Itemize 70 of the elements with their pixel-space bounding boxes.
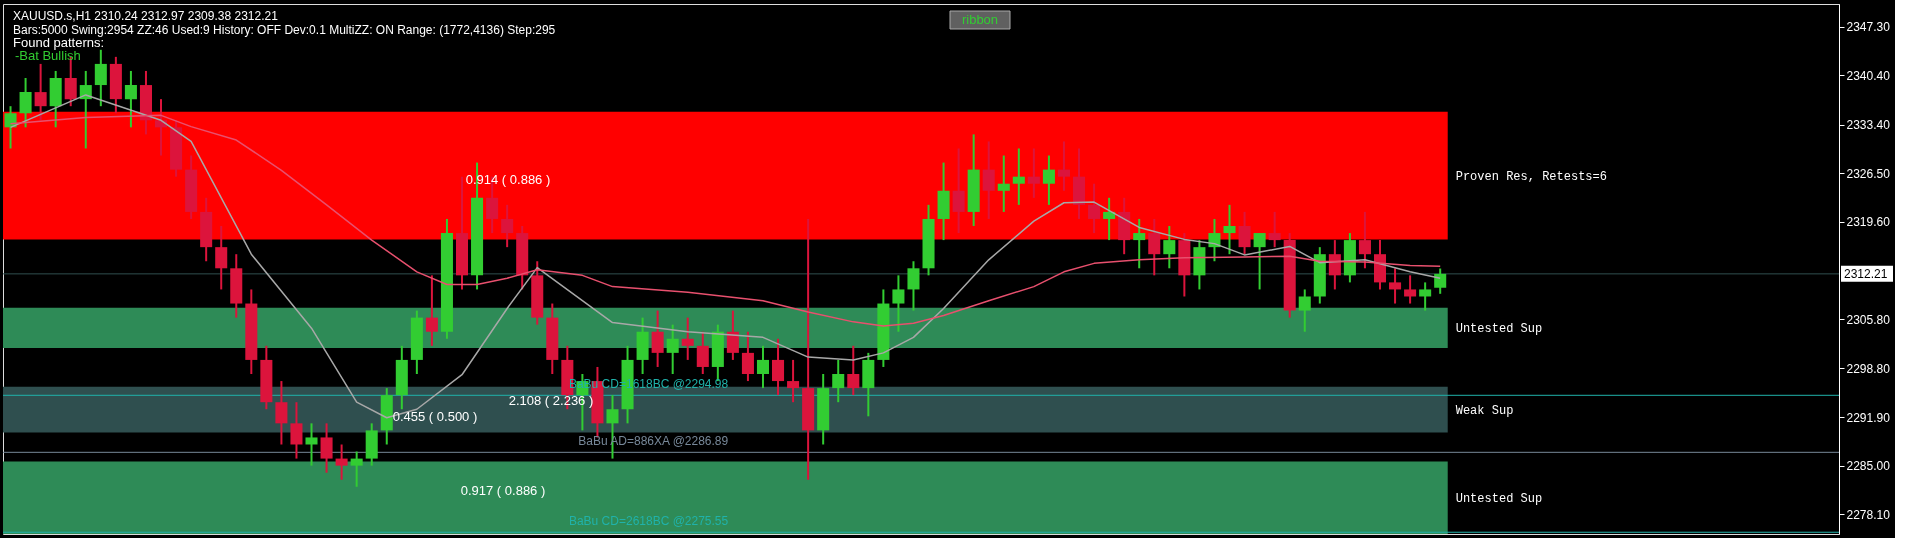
y-tick-label: 2298.80 [1846,361,1891,376]
band-label: Untested Sup [1455,491,1543,506]
band-label: Proven Res, Retests=6 [1455,169,1607,184]
candlestick [756,344,769,390]
y-tick-label: 2326.50 [1846,166,1891,181]
candlestick [1298,288,1311,333]
y-tick-label: 2291.90 [1846,410,1891,425]
candlestick [1027,147,1040,199]
ref-line-label: 2312.21 [1844,266,1888,281]
candlestick [952,147,965,235]
chart-title: XAUUSD.s,H1 2310.24 2312.97 2309.38 2312.21 [13,9,279,23]
candlestick [1133,217,1146,270]
band-label: Weak Sup [1455,403,1514,418]
annotation: 0.917 ( 0.886 ) [460,483,546,498]
candlestick [681,316,694,361]
candlestick [501,203,514,249]
candlestick [982,140,995,220]
ref-line-label: BaBu CD=2618BC @2275.55 [568,514,729,529]
y-tick-label: 2333.40 [1846,118,1891,133]
candlestick [1253,232,1266,291]
candlestick [1358,210,1371,270]
band-label: Untested Sup [1455,321,1543,336]
candlestick [726,309,739,361]
candlestick [1268,210,1281,249]
candlestick [305,422,318,467]
candlestick [275,380,288,446]
candlestick [787,358,800,404]
candlestick [1012,147,1025,206]
candlestick [215,225,228,291]
text: Bars:5000 Swing:2954 ZZ:46 Used:9 History: OFF Dev:0.1 MultiZZ: ON Range: (1772,4136) Step:295 [13,23,556,37]
candlestick [1404,274,1417,305]
candlestick [892,274,905,333]
candlestick [1042,154,1055,206]
y-tick-label: 2285.00 [1846,459,1891,474]
y-tick-label: 2347.30 [1846,20,1891,35]
y-tick-label: 2278.10 [1846,507,1891,522]
annotation: 0.455 ( 0.500 ) [392,409,478,424]
candlestick [1163,225,1176,270]
candlestick [1057,140,1070,192]
candlestick [907,260,920,312]
candlestick [1328,239,1341,291]
candlestick [1103,196,1116,242]
y-tick-label: 2340.40 [1846,68,1891,83]
candlestick [34,62,47,122]
candlestick [666,323,679,376]
candlestick [997,154,1010,213]
candlestick [651,309,664,368]
candlestick [19,77,32,129]
y-tick-label: 2319.60 [1846,215,1891,230]
candlestick [1434,267,1447,295]
candlestick [832,358,845,404]
candlestick [1148,217,1161,277]
candlestick [1389,267,1402,305]
annotation: ribbon [961,12,999,27]
candlestick [1238,210,1251,256]
y-tick-label: 2305.80 [1846,312,1891,327]
candlestick [741,330,754,383]
candlestick [425,274,438,347]
candlestick [94,48,107,108]
candlestick [290,401,303,460]
candlestick [124,69,137,129]
candlestick [847,344,860,397]
candlestick [320,422,333,474]
candlestick [1088,182,1101,235]
candlestick [1419,281,1432,312]
annotation: -Bat Bullish [15,48,81,63]
candlestick [772,337,785,397]
candlestick [350,450,363,488]
candlestick [1223,203,1236,256]
candlestick [335,443,348,481]
